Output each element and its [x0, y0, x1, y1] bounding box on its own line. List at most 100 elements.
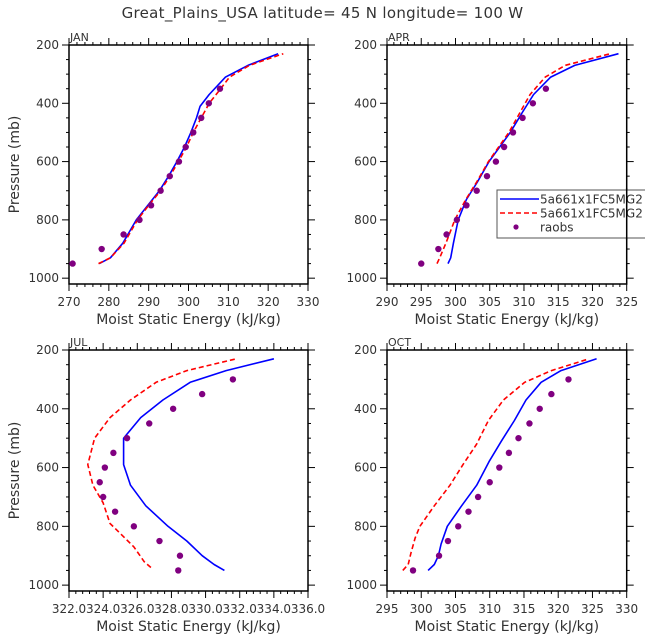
raobs-point — [486, 479, 493, 486]
raobs-point — [529, 100, 537, 107]
panel-jul: 322.0 324.0 326.0 328.0 330.0 332.0 334.0 336.0… — [7, 336, 325, 635]
raobs-point — [444, 537, 452, 545]
x-tick-label: 305 — [444, 602, 467, 616]
legend-marker-raobs — [513, 224, 519, 230]
plot-area — [402, 358, 597, 574]
raobs-point — [98, 245, 105, 253]
panel-title: JAN — [69, 31, 89, 44]
raobs-point — [435, 552, 443, 559]
x-tick-label: 295 — [376, 602, 399, 616]
raobs-point — [474, 493, 482, 501]
x-tick-label: 322.0 — [52, 602, 86, 616]
raobs-point — [455, 523, 462, 530]
raobs-point — [565, 376, 572, 383]
raobs-point — [123, 434, 131, 442]
raobs-point — [496, 464, 503, 471]
y-tick-label: 1000 — [346, 578, 377, 592]
raobs-point — [418, 260, 425, 267]
series-line-dashed — [402, 358, 590, 571]
y-tick-label: 400 — [354, 96, 377, 110]
y-tick-label: 800 — [36, 213, 59, 227]
raobs-point — [519, 114, 526, 122]
raobs-point — [409, 567, 417, 574]
x-axis-label: Moist Static Energy (kJ/kg) — [96, 619, 281, 635]
raobs-point — [216, 85, 224, 92]
raobs-point — [505, 449, 513, 457]
raobs-point — [69, 260, 76, 267]
y-tick-label: 800 — [354, 213, 377, 227]
raobs-point — [542, 85, 550, 92]
raobs-point — [99, 493, 107, 501]
x-tick-label: 300 — [444, 295, 467, 309]
plot-area — [87, 358, 275, 574]
series-line-dashed — [87, 358, 237, 569]
y-tick-label: 800 — [354, 519, 377, 533]
raobs-point — [110, 449, 117, 457]
legend-box — [496, 189, 645, 239]
raobs-point — [500, 143, 508, 151]
figure-title: Great_Plains_USA latitude= 45 N longitud… — [121, 4, 524, 22]
raobs-point — [465, 508, 472, 515]
raobs-point — [175, 158, 183, 165]
x-tick-label: 300 — [410, 602, 433, 616]
x-tick-label: 324.0 — [86, 602, 120, 616]
raobs-point — [198, 390, 206, 398]
raobs-point — [175, 567, 182, 574]
raobs-point — [205, 100, 213, 107]
x-axis-label: Moist Static Energy (kJ/kg) — [96, 312, 281, 328]
raobs-point — [96, 479, 103, 486]
x-tick-label: 290 — [137, 295, 160, 309]
x-tick-label: 325 — [615, 295, 638, 309]
raobs-point — [156, 537, 163, 545]
plot-area — [69, 52, 284, 267]
raobs-point — [166, 172, 173, 180]
raobs-point — [101, 464, 109, 471]
raobs-point — [176, 552, 184, 559]
series-line-solid — [122, 358, 275, 572]
series-line-solid — [98, 52, 279, 265]
plot-frame — [68, 349, 309, 592]
series-line-solid — [427, 358, 597, 571]
plot-area — [418, 52, 619, 267]
y-tick-label: 1000 — [346, 271, 377, 285]
raobs-point — [147, 202, 155, 209]
x-tick-label: 300 — [177, 295, 200, 309]
panel-title: OCT — [388, 336, 411, 349]
raobs-point — [492, 158, 500, 165]
raobs-point — [463, 202, 470, 209]
panel-oct: 295 300 305 310 315 320 325 330 200 400 600 800 1000… — [346, 336, 638, 635]
raobs-point — [136, 216, 143, 224]
x-tick-label: 280 — [97, 295, 120, 309]
series-line-dashed — [436, 52, 611, 264]
x-tick-label: 310 — [513, 295, 536, 309]
y-tick-label: 200 — [354, 343, 377, 357]
x-tick-label: 270 — [58, 295, 81, 309]
x-tick-label: 310 — [217, 295, 240, 309]
y-axis-label: Pressure (mb) — [7, 116, 23, 214]
raobs-point — [111, 508, 119, 515]
x-tick-label: 336.0 — [291, 602, 325, 616]
panel-jan: 270 280 290 300 310 320 330 200 400 600 800 1000 JAN… — [7, 31, 319, 328]
raobs-point — [473, 187, 480, 194]
x-tick-label: 310 — [478, 602, 501, 616]
series-line-dashed — [98, 52, 284, 265]
y-tick-label: 1000 — [28, 578, 59, 592]
y-tick-label: 200 — [354, 38, 377, 52]
x-tick-label: 332.0 — [223, 602, 257, 616]
y-tick-label: 200 — [36, 38, 59, 52]
raobs-point — [526, 420, 533, 427]
raobs-point — [483, 172, 491, 180]
y-tick-label: 600 — [36, 155, 59, 169]
raobs-point — [435, 245, 442, 253]
x-tick-label: 320 — [547, 602, 570, 616]
y-tick-label: 1000 — [28, 271, 59, 285]
x-tick-label: 325 — [581, 602, 604, 616]
x-tick-label: 320 — [257, 295, 280, 309]
x-tick-label: 326.0 — [120, 602, 154, 616]
plot-frame — [386, 44, 628, 285]
y-tick-label: 600 — [36, 461, 59, 475]
y-axis-label: Pressure (mb) — [7, 422, 23, 520]
x-tick-label: 320 — [581, 295, 604, 309]
x-tick-label: 305 — [478, 295, 501, 309]
